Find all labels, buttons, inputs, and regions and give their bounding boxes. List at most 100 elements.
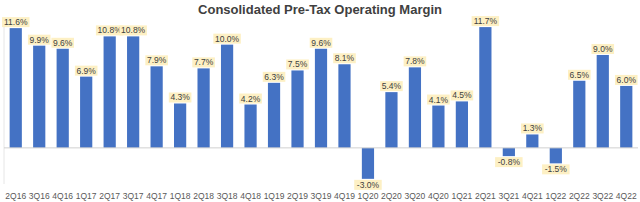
data-label-bg: [213, 34, 241, 44]
bar: [174, 103, 186, 147]
x-tick-label: 4Q19: [334, 191, 355, 201]
data-label-bg: [568, 70, 591, 80]
data-label: 9.6%: [53, 38, 73, 48]
data-label-bg: [380, 81, 403, 91]
bar: [526, 134, 538, 147]
data-label: 4.2%: [241, 94, 261, 104]
bar: [151, 66, 163, 148]
x-axis-labels: 2Q163Q164Q161Q172Q173Q174Q171Q182Q183Q18…: [5, 191, 637, 201]
x-tick-label: 4Q22: [616, 191, 637, 201]
bar: [550, 148, 562, 163]
x-tick-label: 2Q18: [193, 191, 214, 201]
x-tick-label: 3Q21: [498, 191, 519, 201]
data-label-bg: [354, 180, 382, 190]
bar: [57, 49, 69, 148]
bar: [597, 55, 609, 148]
bar: [104, 36, 116, 147]
bar: [456, 101, 468, 147]
data-label: -0.8%: [498, 157, 521, 167]
x-tick-label: 2Q21: [475, 191, 496, 201]
x-tick-label: 2Q20: [381, 191, 402, 201]
x-tick-label: 4Q17: [146, 191, 167, 201]
x-tick-label: 3Q17: [123, 191, 144, 201]
data-label: 10.8%: [121, 25, 146, 35]
data-label: 6.0%: [617, 75, 637, 85]
x-tick-label: 1Q19: [264, 191, 285, 201]
data-label: -1.5%: [545, 164, 568, 174]
x-tick-label: 4Q16: [52, 191, 73, 201]
data-label-bg: [286, 59, 309, 69]
bar: [620, 86, 632, 148]
data-label: 8.1%: [335, 53, 355, 63]
title: Consolidated Pre-Tax Operating Margin: [198, 2, 442, 17]
bars: [10, 27, 633, 179]
data-label-bg: [333, 53, 356, 63]
bar: [127, 36, 139, 147]
data-label-bg: [192, 57, 215, 67]
x-tick-label: 4Q21: [522, 191, 543, 201]
x-tick-label: 2Q19: [287, 191, 308, 201]
data-label-bg: [2, 17, 30, 27]
data-label: 7.7%: [194, 57, 214, 67]
x-tick-label: 2Q17: [99, 191, 120, 201]
data-label-bg: [119, 25, 147, 35]
x-tick-label: 1Q21: [451, 191, 472, 201]
bar: [221, 45, 233, 148]
data-label-bg: [169, 92, 192, 102]
bar: [315, 49, 327, 148]
bar: [362, 148, 374, 179]
x-tick-label: 1Q20: [358, 191, 379, 201]
data-label: 5.4%: [382, 81, 402, 91]
data-label: 7.5%: [288, 59, 308, 69]
data-labels: 11.6%9.9%9.6%6.9%10.8%10.8%7.9%4.3%7.7%1…: [2, 16, 638, 190]
bar: [503, 148, 515, 156]
data-label: 9.9%: [30, 35, 50, 45]
data-label: 6.3%: [264, 72, 284, 82]
bar: [244, 105, 256, 148]
data-label: 7.9%: [147, 55, 167, 65]
data-label-bg: [75, 66, 98, 76]
x-tick-label: 4Q20: [428, 191, 449, 201]
bar: [268, 83, 280, 148]
bar: [432, 106, 444, 148]
data-label-bg: [591, 44, 614, 54]
bar: [338, 64, 350, 148]
data-label-bg: [310, 38, 333, 48]
data-label-bg: [521, 123, 544, 133]
data-label-bg: [542, 164, 570, 174]
bar: [385, 92, 397, 148]
data-label-bg: [495, 157, 522, 167]
y-axis-line: [4, 24, 5, 184]
data-label-bg: [239, 94, 262, 104]
data-label: 9.6%: [311, 38, 331, 48]
data-label: 10.0%: [215, 34, 240, 44]
x-tick-label: 3Q16: [29, 191, 50, 201]
bar: [291, 70, 303, 147]
chart-svg: Consolidated Pre-Tax Operating Margin 11.…: [0, 0, 640, 202]
x-tick-label: 2Q22: [569, 191, 590, 201]
bar: [409, 67, 421, 148]
x-tick-label: 3Q20: [405, 191, 426, 201]
data-label: 4.5%: [452, 90, 472, 100]
data-label-bg: [51, 38, 74, 48]
bar: [33, 46, 45, 148]
data-label: 6.5%: [570, 70, 590, 80]
data-label: 4.3%: [170, 92, 190, 102]
x-tick-label: 3Q22: [592, 191, 613, 201]
data-label-bg: [427, 95, 450, 105]
data-label: 10.8%: [98, 25, 123, 35]
bar: [80, 77, 92, 148]
data-label-bg: [263, 72, 286, 82]
data-label-bg: [451, 90, 474, 100]
chart-container: Consolidated Pre-Tax Operating Margin 11.…: [0, 0, 640, 202]
x-tick-label: 1Q17: [76, 191, 97, 201]
bar: [573, 81, 585, 148]
data-label: 11.7%: [474, 16, 498, 26]
data-label-bg: [96, 25, 124, 35]
data-label-bg: [404, 56, 427, 66]
x-tick-label: 1Q22: [545, 191, 566, 201]
bar: [479, 27, 491, 148]
x-tick-label: 3Q18: [217, 191, 238, 201]
data-label-bg: [28, 35, 51, 45]
x-tick-label: 1Q18: [170, 191, 191, 201]
